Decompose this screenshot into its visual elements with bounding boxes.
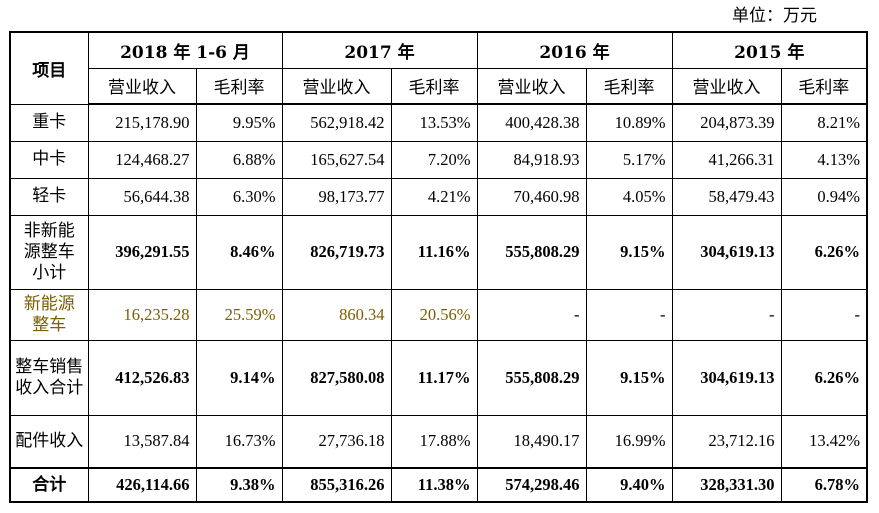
revenue-cell: 555,808.29 xyxy=(476,214,587,290)
header-period-2018h1: 2018 年 1-6 月 xyxy=(87,31,283,69)
row-label: 配件收入 xyxy=(9,414,89,469)
margin-cell: 8.21% xyxy=(780,103,868,142)
revenue-cell: 204,873.39 xyxy=(671,103,782,142)
margin-cell: 9.95% xyxy=(195,103,283,142)
margin-cell: 6.26% xyxy=(780,214,868,290)
margin-cell: 6.30% xyxy=(195,177,283,216)
table-row: 配件收入 13,587.84 16.73% 27,736.18 17.88% 18,490… xyxy=(9,414,868,469)
revenue-cell: 860.34 xyxy=(281,288,392,341)
margin-cell: 9.38% xyxy=(195,467,283,503)
revenue-cell: 304,619.13 xyxy=(671,214,782,290)
margin-cell: 6.78% xyxy=(780,467,868,503)
revenue-cell: 18,490.17 xyxy=(476,414,587,469)
table-row: 新能源整车 16,235.28 25.59% 860.34 20.56% - - - - xyxy=(9,288,868,341)
margin-cell: 11.17% xyxy=(390,339,478,416)
table-body: 重卡 215,178.90 9.95% 562,918.42 13.53% 400,428… xyxy=(9,103,868,503)
margin-cell: 17.88% xyxy=(390,414,478,469)
header-revenue: 营业收入 xyxy=(671,67,782,105)
margin-cell: 11.38% xyxy=(390,467,478,503)
margin-cell: 0.94% xyxy=(780,177,868,216)
margin-cell: 13.42% xyxy=(780,414,868,469)
margin-cell: 4.13% xyxy=(780,140,868,179)
revenue-cell: 827,580.08 xyxy=(281,339,392,416)
revenue-cell: 426,114.66 xyxy=(87,467,197,503)
margin-cell: 4.05% xyxy=(585,177,673,216)
margin-cell: 13.53% xyxy=(390,103,478,142)
revenue-cell: 16,235.28 xyxy=(87,288,197,341)
margin-cell: 25.59% xyxy=(195,288,283,341)
margin-cell: 20.56% xyxy=(390,288,478,341)
header-margin: 毛利率 xyxy=(195,67,283,105)
margin-cell: 5.17% xyxy=(585,140,673,179)
row-label: 非新能源整车小计 xyxy=(9,214,89,290)
revenue-cell: 98,173.77 xyxy=(281,177,392,216)
row-label: 整车销售收入合计 xyxy=(9,339,89,416)
margin-cell: 6.88% xyxy=(195,140,283,179)
header-revenue: 营业收入 xyxy=(87,67,197,105)
revenue-cell: 41,266.31 xyxy=(671,140,782,179)
margin-cell: 9.15% xyxy=(585,339,673,416)
revenue-cell: 412,526.83 xyxy=(87,339,197,416)
margin-cell: - xyxy=(780,288,868,341)
revenue-cell: - xyxy=(671,288,782,341)
unit-label: 单位：万元 xyxy=(732,6,817,26)
revenue-cell: 165,627.54 xyxy=(281,140,392,179)
row-label: 合计 xyxy=(9,467,89,503)
revenue-cell: 23,712.16 xyxy=(671,414,782,469)
margin-cell: 6.26% xyxy=(780,339,868,416)
margin-cell: 10.89% xyxy=(585,103,673,142)
table-row: 整车销售收入合计 412,526.83 9.14% 827,580.08 11.17% 5… xyxy=(9,339,868,416)
header-period-2015: 2015 年 xyxy=(671,31,868,69)
revenue-cell: 562,918.42 xyxy=(281,103,392,142)
header-period-2016: 2016 年 xyxy=(476,31,673,69)
row-label: 中卡 xyxy=(9,140,89,179)
revenue-cell: 328,331.30 xyxy=(671,467,782,503)
revenue-cell: 27,736.18 xyxy=(281,414,392,469)
table-row: 中卡 124,468.27 6.88% 165,627.54 7.20% 84,918.9… xyxy=(9,140,868,179)
margin-cell: 11.16% xyxy=(390,214,478,290)
margin-cell: 8.46% xyxy=(195,214,283,290)
revenue-cell: 555,808.29 xyxy=(476,339,587,416)
header-margin: 毛利率 xyxy=(390,67,478,105)
margin-cell: 9.15% xyxy=(585,214,673,290)
header-margin: 毛利率 xyxy=(780,67,868,105)
row-label: 轻卡 xyxy=(9,177,89,216)
row-label: 重卡 xyxy=(9,103,89,142)
revenue-cell: 215,178.90 xyxy=(87,103,197,142)
header-margin: 毛利率 xyxy=(585,67,673,105)
margin-cell: - xyxy=(585,288,673,341)
revenue-cell: 70,460.98 xyxy=(476,177,587,216)
revenue-cell: 396,291.55 xyxy=(87,214,197,290)
table-row: 轻卡 56,644.38 6.30% 98,173.77 4.21% 70,460.98 4… xyxy=(9,177,868,216)
header-item: 项目 xyxy=(9,31,89,105)
revenue-cell: 58,479.43 xyxy=(671,177,782,216)
header-revenue: 营业收入 xyxy=(476,67,587,105)
margin-cell: 16.73% xyxy=(195,414,283,469)
revenue-cell: 124,468.27 xyxy=(87,140,197,179)
revenue-cell: 826,719.73 xyxy=(281,214,392,290)
revenue-margin-table: 项目 2018 年 1-6 月 2017 年 2016 年 2015 年 营业收… xyxy=(9,31,868,503)
revenue-cell: 84,918.93 xyxy=(476,140,587,179)
margin-cell: 4.21% xyxy=(390,177,478,216)
margin-cell: 7.20% xyxy=(390,140,478,179)
row-label: 新能源整车 xyxy=(9,288,89,341)
revenue-cell: 855,316.26 xyxy=(281,467,392,503)
table-row: 重卡 215,178.90 9.95% 562,918.42 13.53% 400,428… xyxy=(9,103,868,142)
revenue-cell: 400,428.38 xyxy=(476,103,587,142)
table-row: 合计 426,114.66 9.38% 855,316.26 11.38% 574,298… xyxy=(9,467,868,503)
header-period-2017: 2017 年 xyxy=(281,31,478,69)
table-row: 非新能源整车小计 396,291.55 8.46% 826,719.73 11.16% 5… xyxy=(9,214,868,290)
margin-cell: 16.99% xyxy=(585,414,673,469)
revenue-cell: 13,587.84 xyxy=(87,414,197,469)
revenue-cell: 574,298.46 xyxy=(476,467,587,503)
margin-cell: 9.14% xyxy=(195,339,283,416)
revenue-cell: 56,644.38 xyxy=(87,177,197,216)
header-revenue: 营业收入 xyxy=(281,67,392,105)
revenue-cell: - xyxy=(476,288,587,341)
revenue-cell: 304,619.13 xyxy=(671,339,782,416)
margin-cell: 9.40% xyxy=(585,467,673,503)
